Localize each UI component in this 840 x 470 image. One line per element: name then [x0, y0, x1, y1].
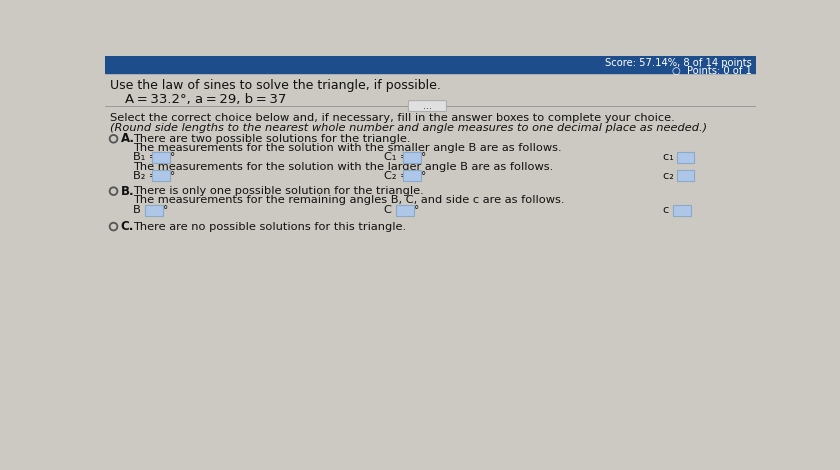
FancyBboxPatch shape	[408, 101, 446, 111]
Text: ○  Points: 0 of 1: ○ Points: 0 of 1	[672, 66, 752, 76]
Text: There are two possible solutions for the triangle.: There are two possible solutions for the…	[133, 134, 411, 144]
FancyBboxPatch shape	[145, 205, 163, 216]
Text: A = 33.2°, a = 29, b = 37: A = 33.2°, a = 29, b = 37	[125, 93, 286, 106]
Text: c =: c =	[663, 205, 682, 215]
Text: The measurements for the solution with the larger angle B are as follows.: The measurements for the solution with t…	[133, 162, 554, 172]
FancyBboxPatch shape	[673, 205, 690, 216]
Text: c₂ =: c₂ =	[663, 171, 687, 181]
Text: The measurements for the solution with the smaller angle B are as follows.: The measurements for the solution with t…	[133, 143, 561, 153]
Text: There is only one possible solution for the triangle.: There is only one possible solution for …	[133, 186, 423, 196]
Text: B₁ =: B₁ =	[133, 152, 158, 162]
Text: Use the law of sines to solve the triangle, if possible.: Use the law of sines to solve the triang…	[110, 79, 441, 93]
Text: There are no possible solutions for this triangle.: There are no possible solutions for this…	[133, 221, 406, 232]
Text: C₁ =: C₁ =	[384, 152, 410, 162]
Text: A.: A.	[120, 132, 134, 145]
Text: Select the correct choice below and, if necessary, fill in the answer boxes to c: Select the correct choice below and, if …	[110, 113, 675, 123]
Text: C.: C.	[120, 220, 134, 233]
Text: c₁ =: c₁ =	[663, 152, 687, 162]
FancyBboxPatch shape	[676, 152, 695, 163]
Text: B =: B =	[133, 205, 154, 215]
FancyBboxPatch shape	[403, 170, 421, 181]
Text: °: °	[163, 205, 168, 215]
Text: The measurements for the remaining angles B, C, and side c are as follows.: The measurements for the remaining angle…	[133, 196, 564, 205]
FancyBboxPatch shape	[403, 152, 421, 163]
Text: (Round side lengths to the nearest whole number and angle measures to one decima: (Round side lengths to the nearest whole…	[110, 123, 707, 133]
Text: ...: ...	[423, 101, 432, 111]
Text: B.: B.	[120, 185, 134, 198]
Bar	[105, 56, 756, 73]
Text: Score: 57.14%, 8 of 14 points: Score: 57.14%, 8 of 14 points	[606, 58, 752, 68]
Text: °: °	[414, 205, 419, 215]
FancyBboxPatch shape	[152, 152, 170, 163]
Text: B₂ =: B₂ =	[133, 171, 159, 181]
Text: °: °	[171, 152, 176, 162]
Text: °: °	[421, 152, 427, 162]
FancyBboxPatch shape	[152, 170, 170, 181]
Text: °: °	[421, 171, 427, 181]
FancyBboxPatch shape	[396, 205, 414, 216]
Text: C₂ =: C₂ =	[384, 171, 410, 181]
Text: C =: C =	[384, 205, 405, 215]
FancyBboxPatch shape	[676, 170, 695, 181]
Text: °: °	[171, 171, 176, 181]
